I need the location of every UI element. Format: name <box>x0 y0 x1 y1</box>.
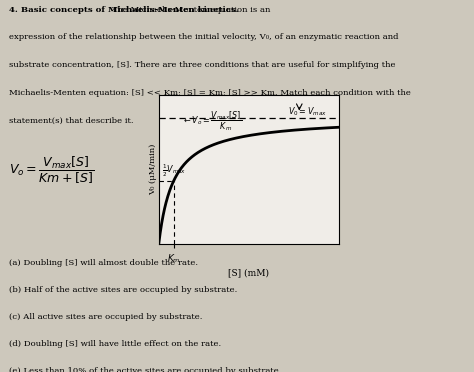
Text: The Michaelis-Menten equation is an: The Michaelis-Menten equation is an <box>109 6 270 14</box>
Text: $\leftarrow V_o = \dfrac{V_{max}[S]}{K_m}$: $\leftarrow V_o = \dfrac{V_{max}[S]}{K_m… <box>182 110 242 134</box>
Text: (d) Doubling [S] will have little effect on the rate.: (d) Doubling [S] will have little effect… <box>9 340 221 348</box>
Text: (e) Less than 10% of the active sites are occupied by substrate.: (e) Less than 10% of the active sites ar… <box>9 367 281 372</box>
X-axis label: [S] (mM): [S] (mM) <box>228 268 269 277</box>
Text: 4. Basic concepts of Michaelis-Menten kinetics.: 4. Basic concepts of Michaelis-Menten ki… <box>9 6 238 14</box>
Text: (b) Half of the active sites are occupied by substrate.: (b) Half of the active sites are occupie… <box>9 286 237 294</box>
Text: $V_0 = V_{max}$: $V_0 = V_{max}$ <box>289 105 328 118</box>
Text: (a) Doubling [S] will almost double the rate.: (a) Doubling [S] will almost double the … <box>9 259 198 267</box>
Y-axis label: V₀ (μM/min): V₀ (μM/min) <box>149 144 157 195</box>
Text: (c) All active sites are occupied by substrate.: (c) All active sites are occupied by sub… <box>9 313 202 321</box>
Text: $\frac{1}{2}V_{max}$: $\frac{1}{2}V_{max}$ <box>163 163 187 179</box>
Text: Michaelis-Menten equation: [S] << Km; [S] = Km; [S] >> Km. Match each condition : Michaelis-Menten equation: [S] << Km; [S… <box>9 89 410 97</box>
Text: substrate concentration, [S]. There are three conditions that are useful for sim: substrate concentration, [S]. There are … <box>9 61 395 70</box>
Text: statement(s) that describe it.: statement(s) that describe it. <box>9 117 133 125</box>
Text: expression of the relationship between the initial velocity, V₀, of an enzymatic: expression of the relationship between t… <box>9 33 398 42</box>
Text: $V_o = \dfrac{V_{max}[S]}{Km+[S]}$: $V_o = \dfrac{V_{max}[S]}{Km+[S]}$ <box>9 154 93 185</box>
